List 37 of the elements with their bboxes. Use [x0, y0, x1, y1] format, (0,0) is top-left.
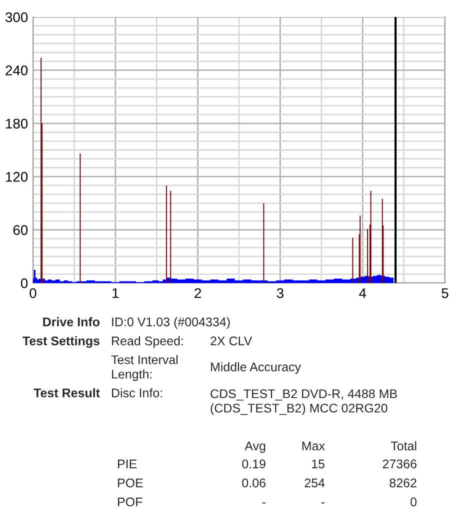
- x-tick-label: 1: [112, 288, 119, 298]
- y-tick-label: 120: [6, 172, 28, 182]
- y-tick-label: 180: [6, 118, 28, 129]
- text: 2X CLV: [210, 336, 252, 346]
- text: 0.06: [242, 478, 266, 488]
- y-tick-label: 300: [6, 12, 28, 22]
- text: Total: [390, 441, 416, 450]
- text: PIE: [118, 460, 137, 468]
- x-tick-label: 4: [359, 288, 366, 298]
- text: Test Settings: [22, 336, 100, 348]
- text: POF: [118, 498, 142, 506]
- text: Test Interval Length:: [111, 354, 178, 382]
- text: CDS_TEST_B2 DVD-R, 4488 MB (CDS_TEST_B2) MCC 02RG20: [210, 389, 397, 416]
- text: -: [262, 502, 266, 504]
- text: -: [321, 502, 324, 504]
- x-tick-label: 2: [194, 288, 201, 298]
- text: Disc Info:: [112, 388, 162, 398]
- y-tick-label: 0: [20, 278, 28, 288]
- text: 0: [410, 498, 417, 506]
- x-tick-label: 5: [442, 288, 448, 298]
- x-tick-label: 0: [30, 288, 36, 298]
- text: Test Result: [34, 388, 100, 398]
- text: POE: [118, 478, 143, 488]
- text: 0.19: [242, 460, 266, 468]
- text: Middle Accuracy: [211, 362, 301, 374]
- y-tick-label: 240: [6, 66, 28, 76]
- text: Max: [302, 442, 325, 450]
- text: Drive Info: [43, 317, 100, 326]
- text: 254: [304, 478, 325, 488]
- x-tick-label: 3: [276, 288, 284, 298]
- text: ID:0 V1.03 (#004334): [112, 317, 230, 329]
- text: 15: [312, 460, 324, 468]
- text: 8262: [390, 478, 416, 488]
- text: Read Speed:: [112, 336, 183, 348]
- y-tick-label: 60: [13, 225, 28, 235]
- text: 27366: [382, 460, 416, 468]
- text: Avg: [244, 442, 266, 453]
